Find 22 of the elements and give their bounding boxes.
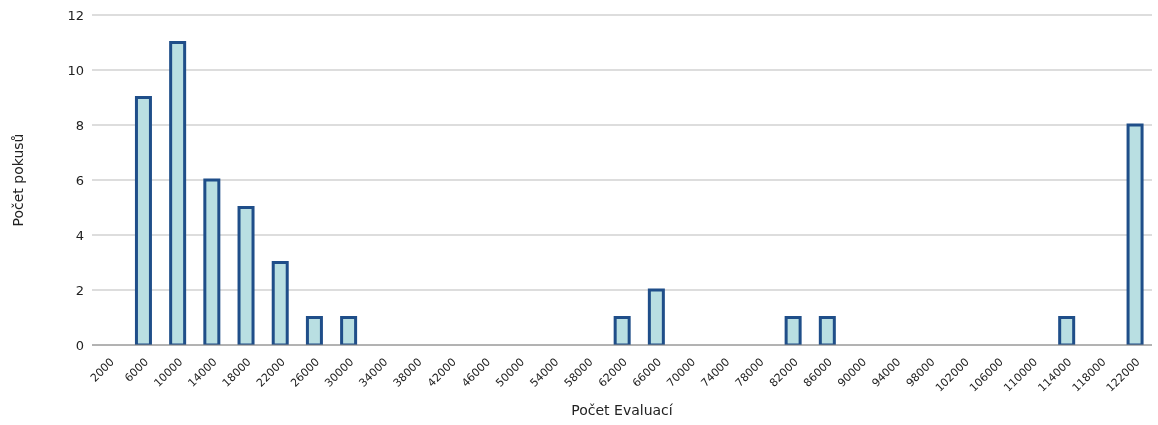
bar: [237, 206, 255, 345]
y-axis-title: Počet pokusů: [9, 133, 26, 227]
y-tick-label: 2: [75, 282, 84, 298]
bar: [613, 316, 631, 345]
y-tick-label: 4: [75, 227, 84, 243]
y-tick-label: 12: [67, 7, 84, 23]
y-tick-label: 0: [75, 337, 84, 353]
bar: [818, 316, 836, 345]
bar: [134, 96, 152, 345]
bar: [647, 288, 665, 345]
bar: [169, 41, 187, 345]
bar: [784, 316, 802, 345]
y-tick-label: 6: [75, 172, 84, 188]
y-tick-label: 8: [75, 117, 84, 133]
x-axis-title: Počet Evaluací: [571, 402, 674, 418]
bar: [271, 261, 289, 345]
bar: [203, 178, 221, 345]
y-tick-label: 10: [67, 62, 84, 78]
bar: [340, 316, 358, 345]
bar: [1126, 123, 1144, 345]
bar: [305, 316, 323, 345]
bar: [1058, 316, 1076, 345]
